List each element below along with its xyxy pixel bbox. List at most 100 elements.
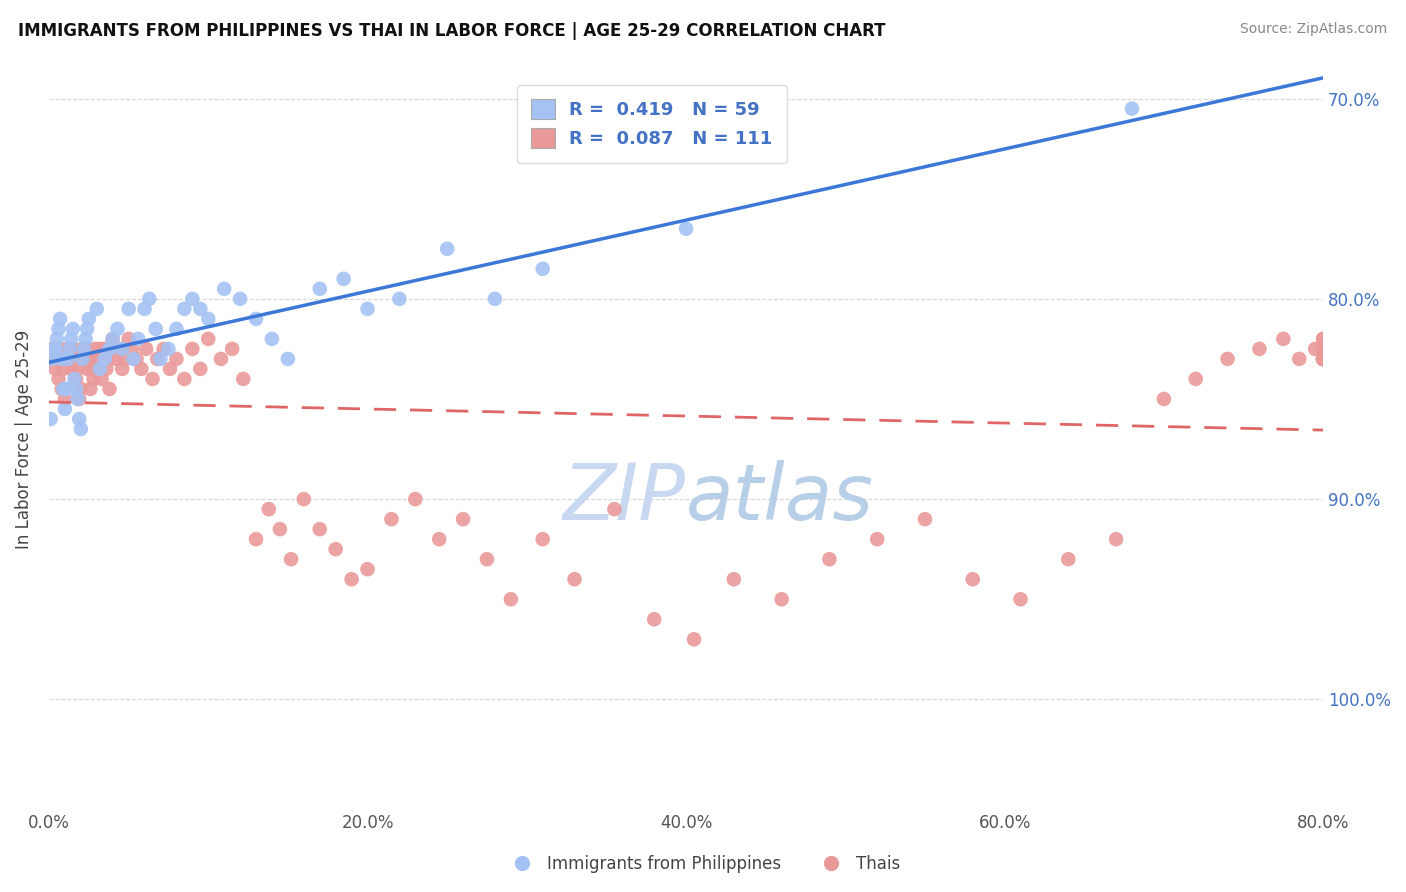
Point [260, 332, 283, 346]
Point [165, 322, 187, 336]
Point [451, 512, 474, 526]
Point [69, 382, 91, 396]
Point [181, 292, 204, 306]
Point [93, 342, 115, 356]
Point [380, 512, 402, 526]
Point [75, 332, 97, 346]
Point [53, 392, 76, 406]
Point [1312, 342, 1334, 356]
Point [1105, 532, 1128, 546]
Point [108, 342, 131, 356]
Point [277, 351, 299, 366]
Point [257, 502, 280, 516]
Point [340, 572, 363, 586]
Point [188, 301, 211, 316]
Point [83, 372, 105, 386]
Point [1312, 342, 1334, 356]
Point [818, 552, 841, 566]
Point [484, 292, 506, 306]
Point [531, 261, 554, 276]
Point [188, 362, 211, 376]
Point [427, 532, 450, 546]
Point [221, 342, 243, 356]
Point [149, 351, 172, 366]
Point [45, 332, 67, 346]
Point [117, 301, 139, 316]
Point [146, 351, 169, 366]
Point [51, 351, 73, 366]
Point [91, 351, 114, 366]
Point [135, 342, 157, 356]
Point [48, 372, 70, 386]
Point [157, 342, 180, 356]
Point [475, 552, 498, 566]
Point [52, 362, 75, 376]
Point [67, 412, 90, 426]
Point [62, 342, 84, 356]
Point [245, 532, 267, 546]
Point [45, 351, 67, 366]
Point [683, 632, 706, 647]
Point [159, 362, 181, 376]
Point [90, 372, 112, 386]
Point [564, 572, 586, 586]
Point [138, 292, 160, 306]
Point [55, 351, 77, 366]
Point [60, 332, 83, 346]
Point [56, 342, 79, 356]
Point [62, 322, 84, 336]
Point [77, 351, 100, 366]
Point [60, 362, 83, 376]
Text: IMMIGRANTS FROM PHILIPPINES VS THAI IN LABOR FORCE | AGE 25-29 CORRELATION CHART: IMMIGRANTS FROM PHILIPPINES VS THAI IN L… [18, 22, 886, 40]
Point [44, 342, 66, 356]
Point [603, 502, 626, 516]
Point [134, 301, 156, 316]
Point [404, 492, 426, 507]
Point [75, 342, 97, 356]
Point [1312, 351, 1334, 366]
Point [84, 342, 107, 356]
Point [914, 512, 936, 526]
Point [104, 351, 127, 366]
Point [292, 492, 315, 507]
Point [55, 382, 77, 396]
Point [770, 592, 793, 607]
Point [232, 372, 254, 386]
Point [98, 382, 121, 396]
Point [308, 282, 330, 296]
Point [1121, 102, 1143, 116]
Point [1249, 342, 1271, 356]
Point [39, 412, 62, 426]
Point [332, 272, 354, 286]
Point [125, 351, 148, 366]
Point [66, 392, 89, 406]
Point [1312, 351, 1334, 366]
Point [1312, 342, 1334, 356]
Point [1057, 552, 1080, 566]
Point [1272, 332, 1295, 346]
Point [356, 301, 378, 316]
Point [67, 392, 90, 406]
Point [1312, 351, 1334, 366]
Point [49, 342, 72, 356]
Point [63, 372, 86, 386]
Point [107, 322, 129, 336]
Text: atlas: atlas [686, 460, 875, 536]
Point [72, 351, 94, 366]
Point [356, 562, 378, 576]
Point [73, 342, 96, 356]
Point [121, 342, 143, 356]
Point [65, 382, 87, 396]
Point [165, 351, 187, 366]
Point [675, 221, 697, 235]
Point [1312, 342, 1334, 356]
Point [41, 351, 63, 366]
Point [97, 351, 120, 366]
Point [89, 342, 111, 356]
Point [41, 351, 63, 366]
Point [388, 292, 411, 306]
Point [1153, 392, 1175, 406]
Point [72, 342, 94, 356]
Point [48, 322, 70, 336]
Point [86, 301, 108, 316]
